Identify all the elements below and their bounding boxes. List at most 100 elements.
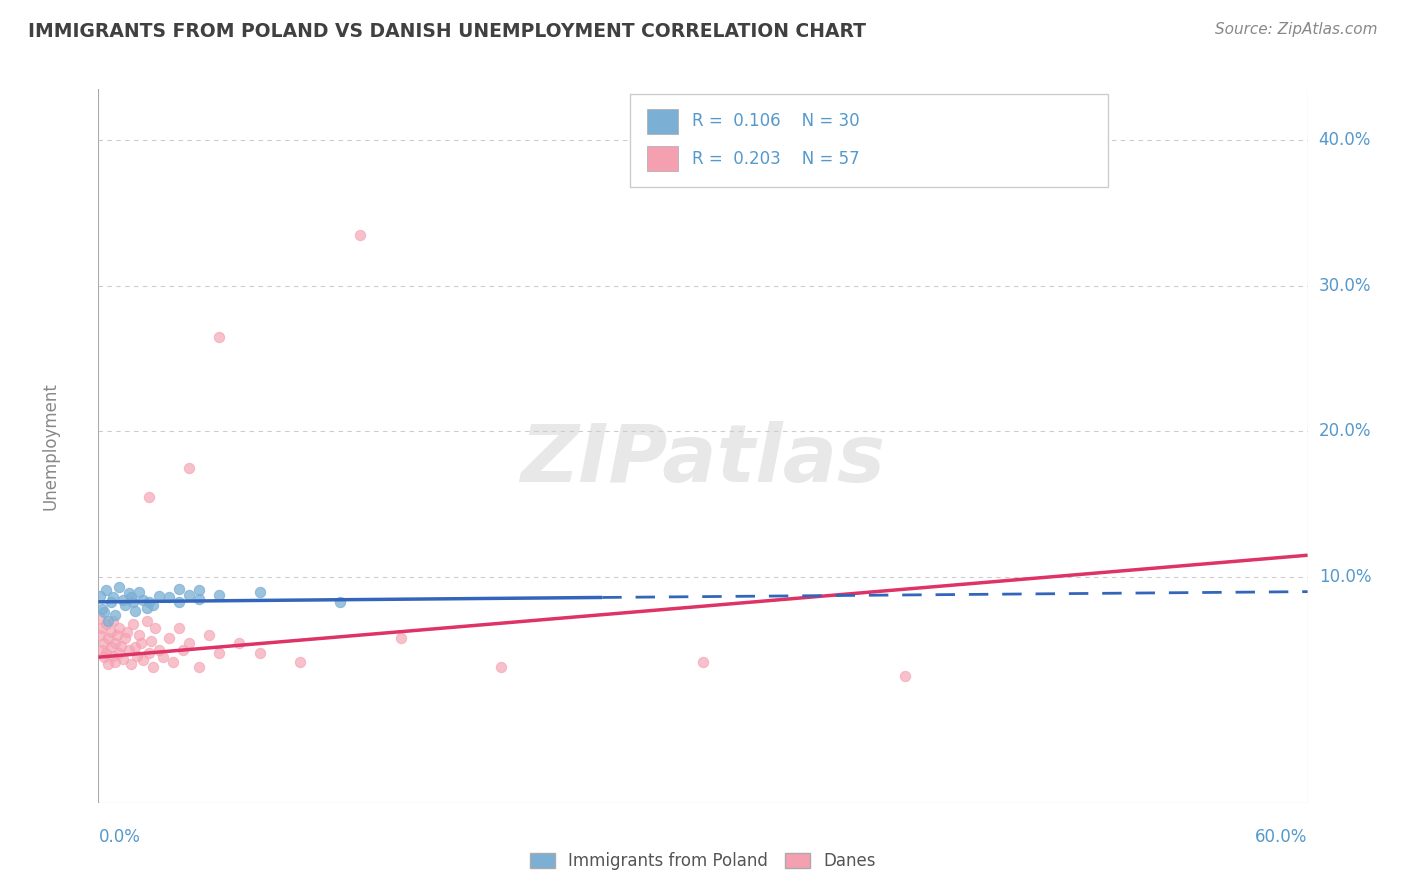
Point (103, 607, 125, 622)
Point (208, 588, 231, 602)
Point (89, 611, 111, 625)
Point (167, 582, 190, 596)
Text: 40.0%: 40.0% (1319, 131, 1371, 149)
Point (114, 632, 136, 646)
Point (103, 635, 125, 649)
Text: ZIPatlas: ZIPatlas (520, 421, 886, 500)
Point (114, 598, 136, 612)
Point (100, 625, 122, 640)
Point (893, 669, 915, 683)
Point (103, 655, 125, 669)
Point (93, 605, 115, 619)
Text: Unemployment: Unemployment (41, 382, 59, 510)
Point (111, 593, 134, 607)
Point (121, 595, 143, 609)
Point (124, 603, 146, 617)
Point (249, 584, 271, 599)
Point (96, 646, 118, 660)
Point (107, 621, 129, 635)
Point (97, 657, 120, 672)
Point (152, 650, 174, 665)
Point (120, 657, 142, 672)
Point (118, 643, 141, 657)
Point (89, 628, 111, 642)
Point (107, 580, 129, 594)
Point (138, 595, 160, 609)
Point (124, 640, 146, 654)
Point (132, 653, 155, 667)
Point (107, 646, 129, 660)
Text: R =  0.106    N = 30: R = 0.106 N = 30 (692, 112, 860, 130)
Point (208, 330, 231, 344)
Point (167, 595, 190, 609)
Point (157, 632, 180, 646)
Point (105, 628, 128, 642)
Point (100, 640, 122, 654)
Point (110, 639, 132, 653)
Text: 20.0%: 20.0% (1319, 423, 1371, 441)
Point (135, 614, 157, 628)
Point (138, 646, 160, 660)
Point (167, 621, 190, 635)
Legend: Immigrants from Poland, Danes: Immigrants from Poland, Danes (523, 846, 883, 877)
Point (188, 583, 211, 598)
Point (208, 646, 231, 660)
Point (128, 628, 150, 642)
Point (111, 651, 134, 665)
Point (93, 635, 115, 649)
Point (157, 591, 180, 605)
Point (249, 646, 271, 660)
Point (91, 602, 114, 616)
Point (120, 591, 142, 605)
Point (101, 614, 124, 628)
Point (177, 460, 201, 475)
Point (188, 591, 211, 606)
Point (143, 621, 166, 635)
Point (389, 632, 412, 646)
Point (96, 616, 118, 631)
Point (96, 583, 118, 598)
Point (329, 595, 352, 609)
Text: 10.0%: 10.0% (1319, 568, 1371, 586)
Point (128, 584, 150, 599)
Text: 30.0%: 30.0% (1319, 277, 1371, 294)
Point (91, 621, 114, 635)
Point (101, 591, 124, 605)
Point (177, 588, 201, 602)
Point (148, 643, 170, 657)
Point (97, 614, 120, 628)
Point (692, 655, 714, 669)
Text: 60.0%: 60.0% (1256, 828, 1308, 846)
Point (142, 598, 165, 612)
Point (142, 660, 165, 674)
Point (135, 600, 157, 615)
Point (100, 595, 122, 609)
Point (198, 628, 221, 642)
Point (115, 625, 138, 640)
Point (121, 616, 143, 631)
Point (125, 648, 148, 663)
Point (118, 586, 141, 600)
Point (139, 634, 162, 648)
Point (138, 490, 160, 504)
Point (101, 648, 124, 663)
Text: 0.0%: 0.0% (98, 828, 141, 846)
Point (148, 589, 170, 603)
Text: IMMIGRANTS FROM POLAND VS DANISH UNEMPLOYMENT CORRELATION CHART: IMMIGRANTS FROM POLAND VS DANISH UNEMPLO… (28, 22, 866, 41)
Point (132, 593, 155, 607)
Point (89, 589, 111, 603)
Text: Source: ZipAtlas.com: Source: ZipAtlas.com (1215, 22, 1378, 37)
Point (129, 635, 152, 649)
Point (93, 650, 115, 665)
Point (188, 660, 211, 674)
Point (228, 635, 250, 649)
Text: R =  0.203    N = 57: R = 0.203 N = 57 (692, 150, 860, 168)
Point (491, 660, 513, 674)
Point (172, 643, 194, 657)
Point (288, 655, 311, 669)
Point (91, 643, 114, 657)
Point (162, 655, 184, 669)
Point (177, 635, 201, 649)
Point (97, 632, 120, 646)
Point (349, 227, 371, 242)
